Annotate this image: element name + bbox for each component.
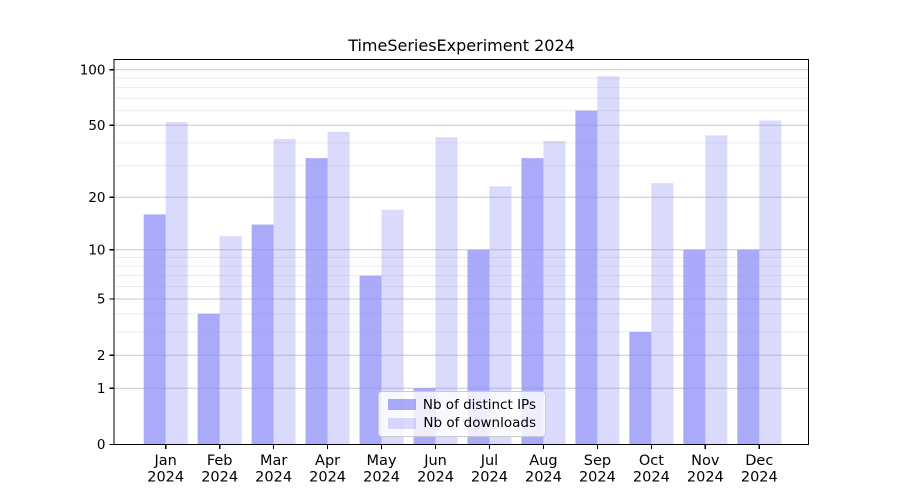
- bar-downloads: [381, 209, 404, 445]
- x-tick-label-month: Apr: [315, 453, 340, 469]
- bar-downloads: [327, 131, 350, 445]
- x-tick-label-month: Jun: [423, 453, 447, 469]
- bar-downloads: [651, 183, 674, 445]
- bar-distinct-ips: [575, 110, 598, 445]
- legend-swatch-downloads-icon: [388, 417, 416, 429]
- bar-distinct-ips: [143, 214, 166, 445]
- x-tick-label-year: 2024: [417, 470, 454, 486]
- bar-distinct-ips: [251, 224, 274, 445]
- bar-downloads: [705, 135, 728, 445]
- y-tick-label: 1: [97, 381, 106, 397]
- bar-distinct-ips: [359, 275, 382, 445]
- bar-distinct-ips: [305, 158, 328, 445]
- y-tick-label: 100: [80, 62, 106, 78]
- x-tick-label-year: 2024: [471, 470, 508, 486]
- bar-distinct-ips: [629, 331, 652, 445]
- legend-label-downloads: Nb of downloads: [423, 415, 536, 432]
- bar-downloads: [759, 120, 782, 445]
- x-tick-label-year: 2024: [741, 470, 778, 486]
- y-tick-label: 50: [88, 118, 105, 134]
- chart-title: TimeSeriesExperiment 2024: [348, 36, 575, 55]
- y-tick-label: 2: [97, 348, 106, 364]
- bar-distinct-ips: [521, 158, 544, 445]
- bar-distinct-ips: [197, 313, 220, 445]
- x-tick-label-month: Jan: [154, 453, 177, 469]
- bar-distinct-ips: [683, 249, 706, 445]
- legend-swatch-distinct-ips-icon: [388, 399, 416, 411]
- bar-downloads: [219, 236, 242, 445]
- x-tick-label-year: 2024: [687, 470, 724, 486]
- bar-distinct-ips: [737, 249, 760, 445]
- x-tick-label-month: Oct: [639, 453, 664, 469]
- bar-downloads: [489, 186, 512, 445]
- x-tick-label-month: Feb: [207, 453, 233, 469]
- legend-label-distinct-ips: Nb of distinct IPs: [422, 396, 536, 413]
- legend-item-downloads: Nb of downloads: [388, 415, 536, 431]
- y-tick-label: 0: [97, 437, 106, 453]
- x-tick-label-year: 2024: [579, 470, 616, 486]
- x-tick-label-month: Mar: [260, 453, 287, 469]
- x-tick-label-month: Dec: [745, 453, 773, 469]
- x-tick-label-year: 2024: [147, 470, 184, 486]
- legend-item-distinct-ips: Nb of distinct IPs: [388, 397, 536, 413]
- x-tick-label-year: 2024: [633, 470, 670, 486]
- x-tick-label-year: 2024: [363, 470, 400, 486]
- x-tick-label-year: 2024: [309, 470, 346, 486]
- x-tick-label-month: Aug: [529, 453, 557, 469]
- x-tick-label-month: Jul: [480, 453, 499, 469]
- x-tick-label-year: 2024: [525, 470, 562, 486]
- y-tick-label: 5: [97, 292, 106, 308]
- y-tick-label: 10: [88, 242, 105, 258]
- bar-downloads: [597, 76, 620, 445]
- bar-downloads: [273, 139, 296, 445]
- bar-downloads: [165, 122, 188, 445]
- x-tick-label-month: Nov: [691, 453, 720, 469]
- x-tick-label-year: 2024: [255, 470, 292, 486]
- x-tick-label-month: Sep: [584, 453, 611, 469]
- x-tick-label-year: 2024: [201, 470, 238, 486]
- plot-border: [113, 58, 810, 446]
- x-tick-label-month: May: [367, 453, 397, 469]
- legend: Nb of distinct IPs Nb of downloads: [378, 391, 546, 437]
- bar-downloads: [543, 140, 566, 445]
- y-tick-label: 20: [88, 190, 105, 206]
- bar-downloads: [435, 137, 458, 445]
